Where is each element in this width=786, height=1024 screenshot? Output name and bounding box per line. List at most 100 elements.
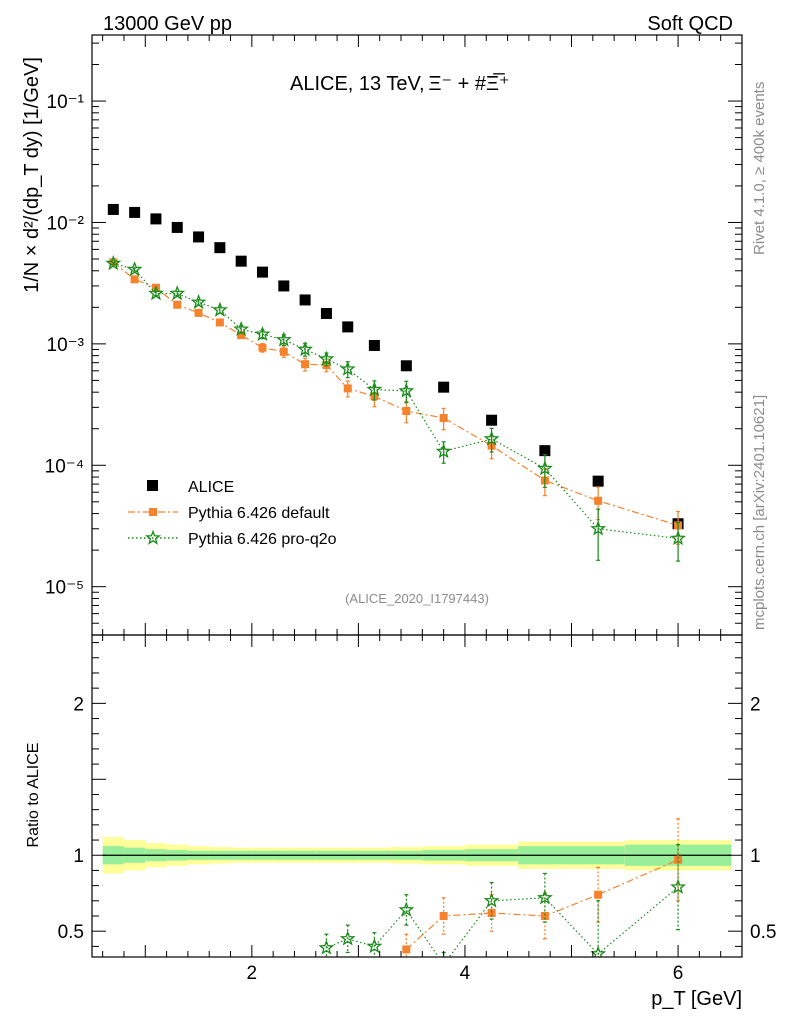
data-point-alice — [171, 221, 183, 233]
data-point-proq2o — [254, 325, 271, 341]
ratio-y-tick-label-right: 1 — [750, 846, 761, 867]
ratio-point-default — [487, 908, 496, 917]
data-point-alice — [278, 280, 290, 292]
legend-marker-proq2o — [145, 529, 161, 545]
main-y-axis-label: 1/N × d²/(dp_T dy) [1/GeV] — [21, 57, 43, 293]
header-left: 13000 GeV pp — [103, 13, 232, 35]
data-point-alice — [320, 307, 332, 319]
legend: ALICE Pythia 6.426 default Pythia 6.426 … — [128, 479, 337, 548]
plot-title-particles: Ξ⁻ + #Ξ̅⁺ — [429, 72, 510, 95]
data-point-alice — [592, 475, 604, 487]
ratio-point-default — [674, 855, 683, 864]
ratio-x-tick-label: 2 — [247, 963, 258, 984]
data-point-default — [237, 331, 246, 340]
ratio-y-tick-label: 2 — [73, 694, 84, 715]
main-y-tick-label: 10⁻⁵ — [45, 578, 84, 599]
data-point-proq2o — [339, 360, 356, 376]
analysis-watermark: (ALICE_2020_I1797443) — [345, 591, 489, 606]
ratio-point-proq2o — [443, 956, 444, 957]
legend-marker-alice — [147, 480, 158, 491]
main-y-tick-label: 10⁻³ — [47, 335, 85, 356]
data-point-default — [215, 318, 224, 327]
ratio-point-default — [439, 911, 448, 920]
data-point-alice — [235, 255, 247, 267]
data-point-proq2o — [126, 261, 143, 277]
data-point-default — [439, 414, 448, 423]
ratio-series-line-1 — [326, 886, 679, 957]
ratio-point-proq2o — [398, 901, 415, 917]
data-point-proq2o — [105, 255, 122, 271]
data-point-alice — [150, 213, 162, 225]
legend-label-default: Pythia 6.426 default — [188, 505, 330, 522]
main-y-tick-label: 10⁻⁴ — [45, 456, 84, 477]
ratio-point-proq2o — [483, 892, 500, 908]
data-point-proq2o — [275, 331, 292, 347]
plot-title: ALICE, 13 TeV, Ξ⁻ + #Ξ̅⁺ — [290, 72, 510, 95]
data-point-proq2o — [536, 460, 553, 476]
ratio-axis-ticks — [92, 635, 743, 957]
data-point-alice — [299, 294, 311, 306]
header-right: Soft QCD — [647, 13, 733, 35]
main-axis-ticks — [92, 35, 743, 636]
data-point-alice — [539, 445, 551, 457]
data-point-alice — [342, 321, 354, 333]
data-point-default — [130, 275, 139, 284]
data-point-proq2o — [148, 285, 164, 301]
data-point-default — [343, 384, 352, 393]
data-point-alice — [368, 339, 380, 351]
data-point-alice — [400, 360, 412, 372]
rivet-label: Rivet 4.1.0, ≥ 400k events — [751, 82, 768, 255]
ratio-point-proq2o — [536, 889, 553, 905]
ratio-y-tick-label: 1 — [73, 846, 84, 867]
data-point-default — [402, 406, 411, 415]
ratio-point-proq2o — [366, 938, 383, 954]
data-point-proq2o — [590, 520, 607, 536]
ratio-plot-frame — [91, 634, 743, 958]
mcplots-label: mcplots.cern.ch [arXiv:2401.10621] — [751, 395, 768, 630]
data-point-alice — [107, 203, 119, 215]
ratio-x-tick-label: 6 — [673, 963, 684, 984]
ratio-y-tick-label-right: 0.5 — [750, 922, 776, 943]
main-y-tick-labels: 10⁻¹ 10⁻² 10⁻³ 10⁻⁴ 10⁻⁵ — [45, 92, 84, 599]
main-plot-panel: 10⁻¹ 10⁻² 10⁻³ 10⁻⁴ 10⁻⁵ 1/N × d²/(dp_T dy) … — [21, 34, 743, 636]
ratio-point-default — [594, 890, 603, 899]
ratio-plot-panel: 2 2 1 1 0.5 0.5 2 4 6 Ratio to ALICE p_T [GeV] — [25, 634, 777, 1010]
data-point-proq2o — [318, 350, 335, 366]
data-point-proq2o — [483, 430, 500, 446]
data-point-proq2o — [670, 530, 686, 546]
data-point-alice — [486, 414, 498, 426]
main-y-tick-label: 10⁻² — [47, 213, 85, 234]
data-point-alice — [129, 206, 141, 218]
ratio-point-default — [540, 911, 549, 920]
legend-marker-default — [149, 508, 157, 516]
data-point-alice — [214, 242, 226, 254]
ratio-y-axis-label: Ratio to ALICE — [25, 743, 42, 848]
data-point-proq2o — [169, 285, 186, 301]
main-series-layer — [105, 203, 686, 562]
data-point-default — [594, 496, 603, 505]
ratio-point-proq2o — [318, 939, 335, 955]
ratio-y-tick-label-right: 2 — [750, 694, 761, 715]
ratio-point-default — [402, 945, 411, 954]
ratio-point-proq2o — [339, 930, 356, 946]
ratio-y-tick-label: 0.5 — [58, 922, 84, 943]
data-point-default — [279, 347, 288, 356]
ratio-y-tick-labels: 2 2 1 1 0.5 0.5 — [58, 694, 777, 943]
data-point-proq2o — [233, 320, 250, 336]
x-axis-label: p_T [GeV] — [651, 988, 742, 1010]
data-point-default — [173, 300, 182, 309]
legend-label-proq2o: Pythia 6.426 pro-q2o — [188, 531, 337, 548]
data-point-proq2o — [398, 382, 415, 398]
main-y-tick-label: 10⁻¹ — [47, 92, 85, 113]
data-point-alice — [193, 231, 205, 243]
data-point-alice — [256, 266, 268, 278]
data-point-default — [194, 308, 203, 317]
legend-label-alice: ALICE — [188, 479, 234, 496]
data-point-proq2o — [211, 301, 228, 317]
data-point-alice — [438, 381, 450, 393]
plot-title-prefix: ALICE, 13 TeV, — [290, 73, 425, 95]
data-point-default — [301, 360, 310, 369]
ratio-series-line-0 — [405, 859, 679, 950]
data-point-default — [258, 343, 267, 352]
